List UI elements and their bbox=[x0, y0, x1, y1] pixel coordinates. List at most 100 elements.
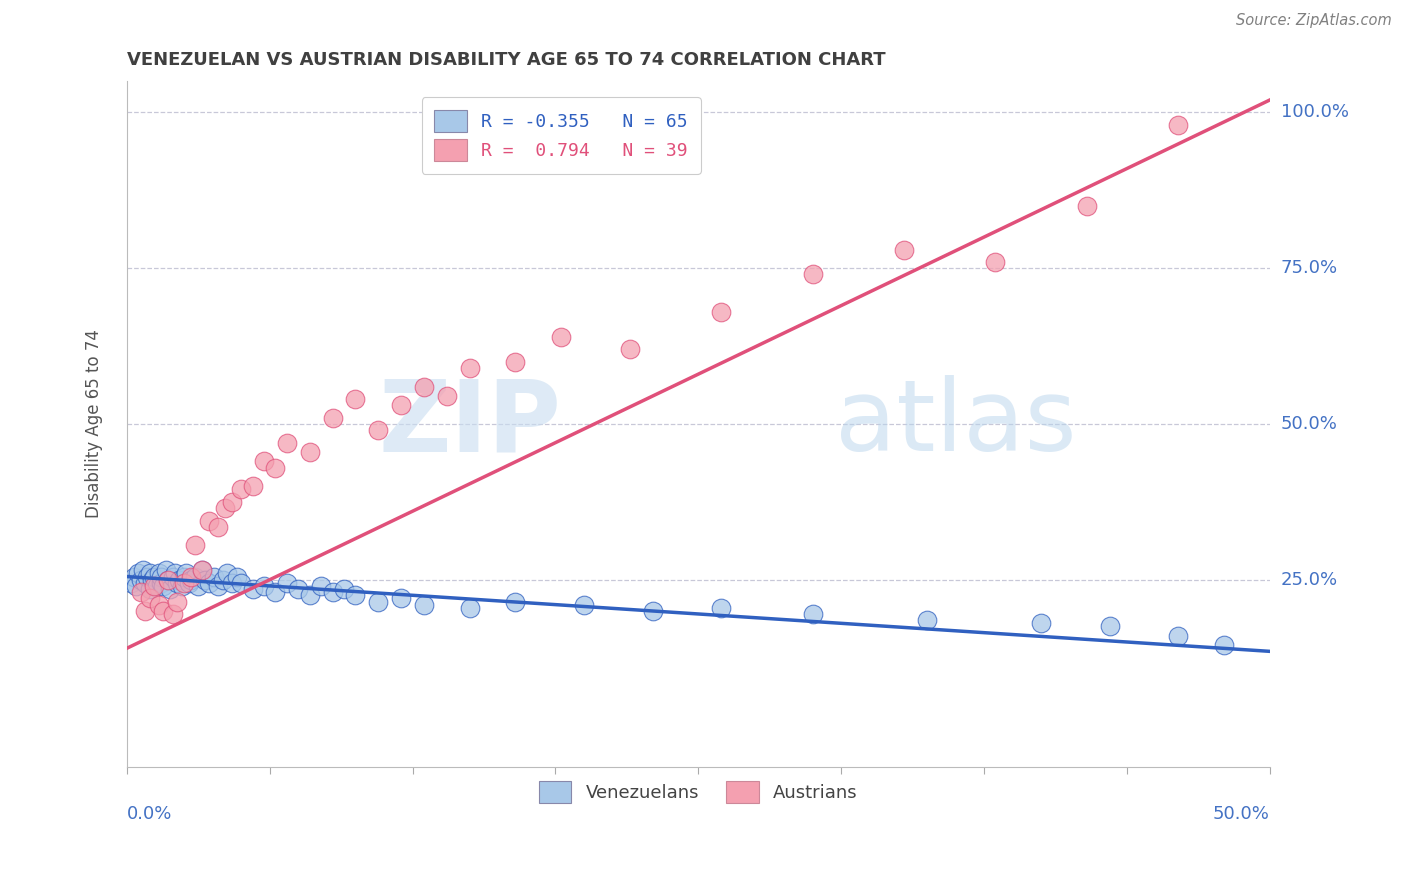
Point bbox=[198, 514, 221, 528]
Point bbox=[264, 460, 287, 475]
Point bbox=[169, 573, 191, 587]
Point bbox=[253, 454, 276, 468]
Point bbox=[207, 520, 229, 534]
Point bbox=[184, 569, 207, 583]
Point bbox=[177, 575, 200, 590]
Point bbox=[152, 604, 174, 618]
Point bbox=[264, 585, 287, 599]
Point bbox=[298, 588, 321, 602]
Point bbox=[180, 569, 202, 583]
Point bbox=[242, 479, 264, 493]
Point bbox=[641, 604, 664, 618]
Point bbox=[619, 342, 641, 356]
Point bbox=[191, 563, 214, 577]
Point bbox=[298, 445, 321, 459]
Point bbox=[122, 569, 145, 583]
Point bbox=[152, 579, 174, 593]
Point bbox=[221, 495, 243, 509]
Legend: Venezuelans, Austrians: Venezuelans, Austrians bbox=[530, 772, 868, 813]
Point bbox=[180, 573, 202, 587]
Text: 50.0%: 50.0% bbox=[1281, 415, 1337, 433]
Point bbox=[217, 566, 239, 581]
Point bbox=[1167, 629, 1189, 643]
Point bbox=[129, 573, 152, 587]
Point bbox=[157, 573, 180, 587]
Point bbox=[139, 582, 162, 596]
Point bbox=[801, 268, 824, 282]
Point bbox=[207, 579, 229, 593]
Point bbox=[322, 410, 344, 425]
Point bbox=[389, 591, 412, 606]
Point bbox=[505, 354, 527, 368]
Point bbox=[1076, 199, 1098, 213]
Point bbox=[322, 585, 344, 599]
Point bbox=[212, 573, 235, 587]
Point bbox=[710, 305, 733, 319]
Text: Source: ZipAtlas.com: Source: ZipAtlas.com bbox=[1236, 13, 1392, 29]
Text: 25.0%: 25.0% bbox=[1281, 571, 1339, 589]
Point bbox=[162, 569, 184, 583]
Point bbox=[231, 483, 253, 497]
Point bbox=[276, 575, 298, 590]
Point bbox=[710, 600, 733, 615]
Point bbox=[134, 575, 156, 590]
Point bbox=[121, 575, 143, 590]
Point bbox=[191, 563, 214, 577]
Point bbox=[125, 579, 148, 593]
Point bbox=[166, 594, 188, 608]
Text: ZIP: ZIP bbox=[378, 376, 561, 473]
Point bbox=[572, 598, 595, 612]
Point bbox=[148, 566, 170, 581]
Point bbox=[1167, 118, 1189, 132]
Point bbox=[141, 573, 163, 587]
Point bbox=[458, 360, 481, 375]
Point bbox=[1213, 638, 1236, 652]
Point bbox=[155, 563, 177, 577]
Point bbox=[1031, 616, 1053, 631]
Point bbox=[157, 573, 180, 587]
Point bbox=[436, 389, 458, 403]
Point bbox=[159, 582, 181, 596]
Point bbox=[242, 582, 264, 596]
Point bbox=[225, 569, 247, 583]
Point bbox=[505, 594, 527, 608]
Point bbox=[150, 575, 173, 590]
Point bbox=[214, 501, 236, 516]
Point bbox=[893, 243, 915, 257]
Point bbox=[143, 579, 166, 593]
Point bbox=[139, 566, 162, 581]
Point bbox=[194, 573, 217, 587]
Point bbox=[231, 575, 253, 590]
Text: atlas: atlas bbox=[835, 376, 1077, 473]
Point bbox=[170, 579, 193, 593]
Text: 100.0%: 100.0% bbox=[1281, 103, 1348, 121]
Point bbox=[132, 563, 155, 577]
Point bbox=[166, 575, 188, 590]
Text: 75.0%: 75.0% bbox=[1281, 260, 1339, 277]
Point bbox=[287, 582, 309, 596]
Point bbox=[333, 582, 356, 596]
Point bbox=[134, 604, 156, 618]
Point bbox=[344, 392, 367, 406]
Point bbox=[253, 579, 276, 593]
Point bbox=[129, 585, 152, 599]
Point bbox=[367, 594, 389, 608]
Point bbox=[136, 569, 159, 583]
Point bbox=[389, 398, 412, 412]
Text: 0.0%: 0.0% bbox=[127, 805, 173, 823]
Point bbox=[150, 569, 173, 583]
Point bbox=[202, 569, 225, 583]
Point bbox=[984, 255, 1007, 269]
Point bbox=[801, 607, 824, 621]
Point bbox=[198, 575, 221, 590]
Point bbox=[221, 575, 243, 590]
Point bbox=[550, 330, 572, 344]
Point bbox=[413, 598, 436, 612]
Point bbox=[309, 579, 332, 593]
Point bbox=[413, 379, 436, 393]
Point bbox=[276, 435, 298, 450]
Point bbox=[1098, 619, 1121, 633]
Point bbox=[162, 607, 184, 621]
Point bbox=[139, 591, 162, 606]
Point bbox=[915, 613, 938, 627]
